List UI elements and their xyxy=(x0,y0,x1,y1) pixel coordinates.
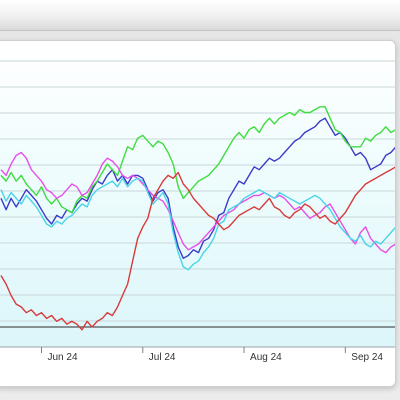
series-line-4 xyxy=(0,177,395,271)
x-axis: Jun 24 Jul 24 Aug 24 Sep 24 xyxy=(0,346,395,363)
series-line-2 xyxy=(0,106,395,214)
x-tick-label: Aug 24 xyxy=(250,352,282,363)
x-tick-label: Jul 24 xyxy=(149,352,176,363)
chart-panel: Jun 24 Jul 24 Aug 24 Sep 24 xyxy=(0,40,396,387)
line-chart: Jun 24 Jul 24 Aug 24 Sep 24 xyxy=(0,45,395,363)
x-tick-label: Sep 24 xyxy=(351,352,383,363)
series-line-5 xyxy=(0,166,395,331)
series-line-3 xyxy=(0,151,395,254)
x-tick-label: Jun 24 xyxy=(48,352,78,363)
window-top-bar xyxy=(0,0,400,31)
series-lines xyxy=(0,106,395,331)
plot-background xyxy=(0,45,395,347)
